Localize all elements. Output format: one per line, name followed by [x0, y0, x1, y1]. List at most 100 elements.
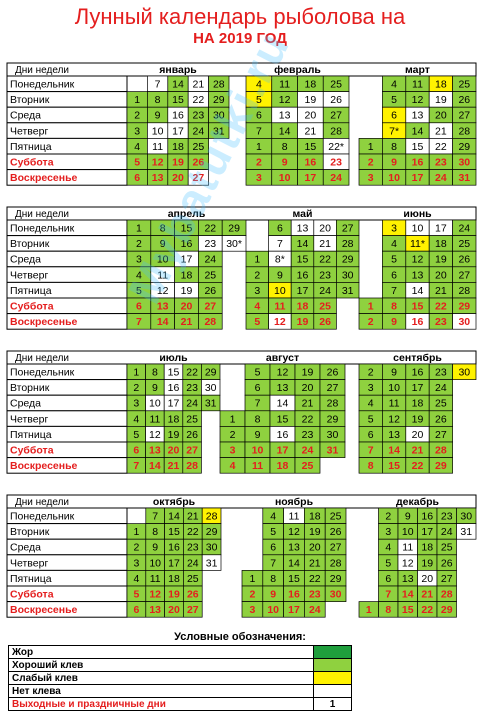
day-number: 21	[168, 460, 180, 472]
day-cell	[182, 457, 202, 474]
day-number: 20	[435, 269, 447, 281]
day-number: 16	[277, 429, 289, 441]
day-number: 22	[309, 573, 321, 585]
day-number: 17	[168, 398, 180, 410]
day-number: 15	[168, 367, 180, 379]
day-number: 9	[152, 542, 158, 554]
day-number: 5	[134, 157, 140, 169]
day-number: 19	[172, 157, 184, 169]
day-number: 31	[327, 445, 339, 457]
day-number: 8	[155, 94, 161, 106]
day-number: 12	[402, 557, 414, 569]
day-number: 19	[309, 526, 321, 538]
day-number: 21	[435, 125, 447, 137]
quarter-table: Дни недели Понедельник Вторник Среда Четверг…	[6, 350, 477, 474]
quarter-table: Дни недели Понедельник Вторник Среда Четверг…	[6, 62, 477, 186]
day-number: 13	[149, 445, 161, 457]
weekday-label: Вторник	[10, 94, 50, 106]
day-number: 8	[160, 223, 166, 235]
day-number: 8	[152, 526, 158, 538]
day-number: 2	[133, 382, 139, 394]
day-cell	[313, 313, 337, 330]
day-number: 7	[255, 398, 261, 410]
day-number: 22	[412, 460, 424, 472]
day-number: 15	[388, 460, 400, 472]
day-number: 2	[230, 429, 236, 441]
month-name: январь	[159, 64, 197, 76]
day-number: 6	[133, 604, 139, 616]
day-number: 15	[412, 301, 424, 313]
weekday-label: Вторник	[10, 526, 50, 538]
day-number: 12	[157, 285, 169, 297]
day-cell	[456, 523, 477, 540]
day-number: 5	[256, 94, 262, 106]
day-number: 10	[149, 557, 161, 569]
day-number: 23	[441, 511, 453, 523]
day-number: 5	[254, 316, 260, 328]
day-number: 31	[460, 526, 472, 538]
day-number: 24	[435, 172, 447, 184]
day-number: 14	[412, 125, 424, 137]
day-number: 26	[330, 526, 342, 538]
day-number: 21	[309, 557, 321, 569]
day-number: 23	[193, 110, 205, 122]
day-number: 14	[168, 511, 180, 523]
day-number: 29	[458, 301, 470, 313]
day-number: 21	[319, 238, 331, 250]
day-number: 5	[368, 413, 374, 425]
day-cell	[183, 601, 203, 618]
day-number: 27	[193, 172, 205, 184]
day-number: 27	[186, 445, 198, 457]
month-name: ноябрь	[275, 496, 314, 508]
day-number: 2	[368, 157, 374, 169]
day-number: 30	[458, 367, 470, 379]
day-number: 23	[186, 382, 198, 394]
day-number: 6	[133, 445, 139, 457]
day-number: 25	[187, 573, 199, 585]
day-number: 31	[213, 125, 225, 137]
day-number: 3	[256, 172, 262, 184]
day-number: 14	[172, 79, 184, 91]
day-number: 30	[460, 511, 472, 523]
day-number: 17	[168, 557, 180, 569]
day-number: 18	[412, 398, 424, 410]
day-number: 16	[412, 316, 424, 328]
day-number: 28	[330, 125, 342, 137]
day-number: 16	[168, 542, 180, 554]
month-name: сентябрь	[393, 352, 442, 364]
day-number: 3	[368, 382, 374, 394]
day-number: 12	[277, 367, 289, 379]
day-number: 13	[157, 301, 169, 313]
day-number: 14	[388, 445, 400, 457]
weekday-label: Пятница	[10, 285, 52, 297]
day-number: 8*	[275, 254, 285, 266]
day-number: 23	[302, 429, 314, 441]
day-number: 24	[193, 125, 205, 137]
day-number: 17	[412, 172, 424, 184]
day-number: 10	[149, 398, 161, 410]
day-number: 28	[435, 445, 447, 457]
day-number: 27	[441, 573, 453, 585]
day-number: 27	[330, 110, 342, 122]
day-number: 28	[330, 557, 342, 569]
legend-label: Слабый клев	[8, 671, 314, 685]
weekday-label: Четверг	[10, 557, 48, 569]
day-number: 22	[187, 526, 199, 538]
day-number: 3	[391, 223, 397, 235]
day-number: 26	[441, 557, 453, 569]
day-number: 7	[270, 557, 276, 569]
day-number: 31	[205, 398, 217, 410]
day-number: 18	[172, 141, 184, 153]
day-number: 15	[277, 413, 289, 425]
page-title: Лунный календарь рыболова на	[74, 4, 406, 29]
weekday-label: Воскресенье	[10, 460, 78, 472]
day-number: 2	[254, 269, 260, 281]
day-number: 21	[435, 285, 447, 297]
day-number: 22*	[328, 141, 344, 153]
day-number: 6	[385, 573, 391, 585]
day-number: 5	[133, 429, 139, 441]
day-number: 4	[134, 141, 140, 153]
day-number: 4	[391, 79, 397, 91]
day-number: 3	[134, 125, 140, 137]
day-number: 24	[330, 172, 342, 184]
